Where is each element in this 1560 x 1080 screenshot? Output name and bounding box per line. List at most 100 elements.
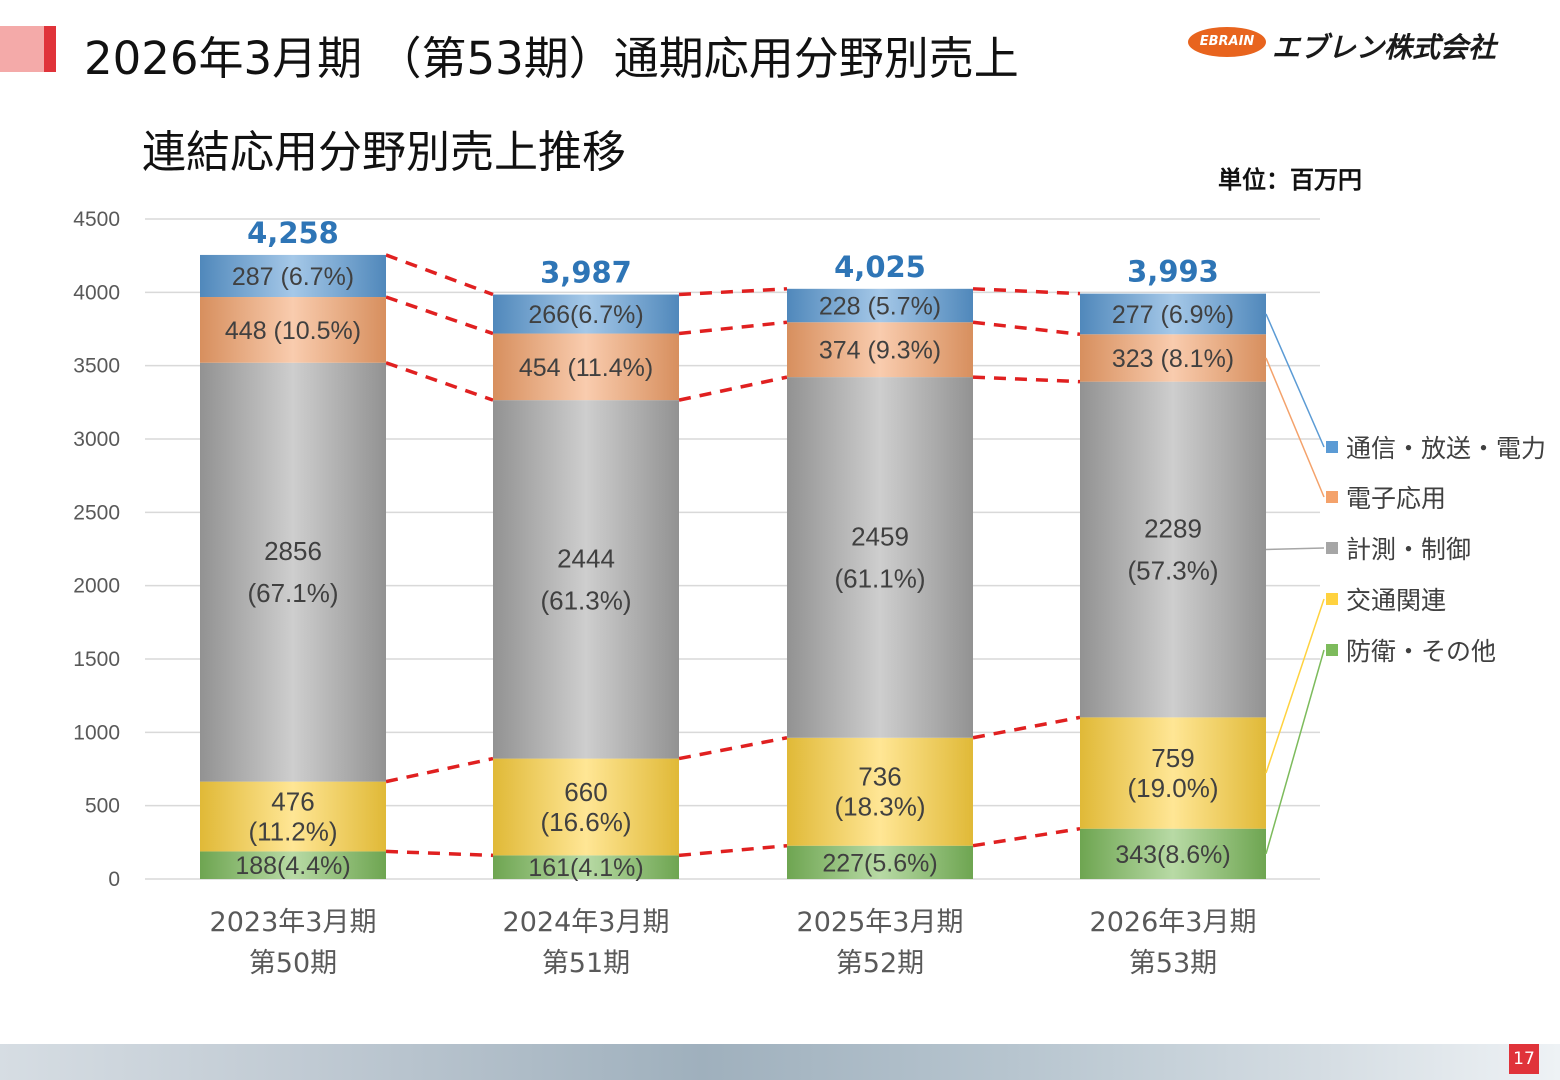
x-category-label: 第53期 (1129, 948, 1217, 979)
legend-swatch (1326, 644, 1338, 656)
data-label: 228 (5.7%) (819, 293, 941, 321)
legend-label: 防衛・その他 (1346, 637, 1496, 666)
y-tick-label: 3000 (73, 428, 120, 451)
bar-segment (493, 294, 679, 334)
bar-segment (787, 845, 973, 879)
bar-segment (1080, 828, 1266, 879)
legend-swatch (1326, 441, 1338, 453)
connector-line (385, 849, 494, 858)
bar-segment (493, 400, 679, 759)
data-label: 323 (8.1%) (1112, 345, 1234, 373)
data-label: 2289 (1144, 514, 1202, 544)
bar-segment (787, 288, 973, 323)
bar-segment (787, 737, 973, 846)
legend-label: 通信・放送・電力 (1346, 434, 1546, 463)
data-label: (57.3%) (1127, 556, 1218, 586)
bar-segment (787, 322, 973, 378)
data-label: 660 (564, 777, 607, 807)
legend-leader-line (1265, 357, 1325, 498)
bar-segment (493, 855, 679, 879)
connector-line (385, 253, 494, 297)
legend-label: 交通関連 (1346, 586, 1446, 615)
connector-line (678, 375, 788, 402)
legend-leader-line (1265, 649, 1325, 855)
bar-segment (493, 333, 679, 401)
data-label: 266(6.7%) (528, 301, 643, 329)
bar-segment (200, 781, 386, 852)
data-label: (61.1%) (834, 563, 925, 593)
total-label: 3,987 (540, 256, 632, 290)
bar-segment (200, 297, 386, 363)
data-label: 161(4.1%) (528, 854, 643, 882)
bar-segment (1080, 334, 1266, 382)
y-tick-label: 4000 (73, 281, 120, 304)
legend-label: 計測・制御 (1346, 535, 1471, 564)
connector-line (972, 826, 1081, 848)
page-number: 17 (1509, 1044, 1539, 1074)
data-label: 287 (6.7%) (232, 263, 354, 291)
y-tick-label: 500 (85, 795, 120, 818)
data-label: 2459 (851, 521, 909, 551)
x-category-label: 2025年3月期 (797, 907, 964, 938)
bar-segment (1080, 293, 1266, 335)
stacked-bar-chart: 0 500 1000 1500 2000 2500 3000 3500 4000 4500 188… (73, 208, 1546, 979)
data-label: (16.6%) (540, 807, 631, 837)
bar-segment (1080, 381, 1266, 718)
title-accent-bar-dark (44, 26, 56, 72)
connector-line (972, 320, 1081, 337)
data-label: 2856 (264, 536, 322, 566)
data-label: 736 (858, 762, 901, 792)
connector-line (385, 361, 494, 402)
connector-line (678, 736, 788, 761)
data-label: 759 (1151, 743, 1194, 773)
data-label: 188(4.4%) (235, 852, 350, 880)
connector-line (972, 715, 1081, 740)
total-label: 4,025 (834, 250, 926, 284)
y-tick-label: 0 (108, 868, 120, 891)
data-label: 227(5.6%) (822, 849, 937, 877)
total-label: 3,993 (1127, 255, 1219, 289)
y-tick-label: 4500 (73, 208, 120, 231)
x-category-label: 第50期 (249, 948, 337, 979)
bar-segment (493, 758, 679, 856)
y-tick-label: 1500 (73, 648, 120, 671)
legend-swatch (1326, 593, 1338, 605)
x-category-label: 2023年3月期 (210, 907, 377, 938)
chart-subtitle: 連結応用分野別売上推移 (142, 127, 626, 178)
data-label: (18.3%) (834, 792, 925, 822)
x-category-label: 2024年3月期 (503, 907, 670, 938)
data-label: 448 (10.5%) (225, 317, 361, 345)
legend-leader-line (1265, 598, 1325, 774)
legend-label: 電子応用 (1346, 484, 1446, 513)
footer-decoration (0, 1044, 1560, 1080)
bar-segment (200, 254, 386, 298)
data-label: (11.2%) (248, 817, 337, 847)
connector-line (678, 287, 788, 297)
bar-segment (200, 851, 386, 879)
company-logo: EBRAIN エブレン株式会社 (1188, 24, 1518, 64)
data-label: 2444 (557, 543, 615, 573)
data-label: 277 (6.9%) (1112, 301, 1234, 329)
x-category-label: 2026年3月期 (1090, 907, 1257, 938)
data-label: (19.0%) (1127, 773, 1218, 803)
legend-leader-line (1265, 313, 1325, 448)
page-title: 2026年3月期 （第53期）通期応用分野別売上 (84, 32, 1019, 85)
title-accent-bar (0, 26, 44, 72)
y-tick-label: 3500 (73, 355, 120, 378)
data-label: 476 (271, 787, 314, 817)
logo-name: エブレン株式会社 (1272, 31, 1497, 64)
total-label: 4,258 (247, 216, 339, 250)
connector-line (385, 756, 494, 784)
connector-line (385, 295, 494, 336)
bar-segment (200, 362, 386, 782)
data-label: 374 (9.3%) (819, 337, 941, 365)
data-label: 343(8.6%) (1115, 841, 1230, 869)
x-category-label: 第52期 (836, 948, 924, 979)
connector-line (678, 320, 788, 336)
data-label: (67.1%) (247, 578, 338, 608)
y-tick-label: 1000 (73, 721, 120, 744)
bar-segment (1080, 717, 1266, 829)
logo-mark: EBRAIN (1188, 27, 1266, 57)
legend-swatch (1326, 491, 1338, 503)
connector-line (972, 287, 1081, 296)
